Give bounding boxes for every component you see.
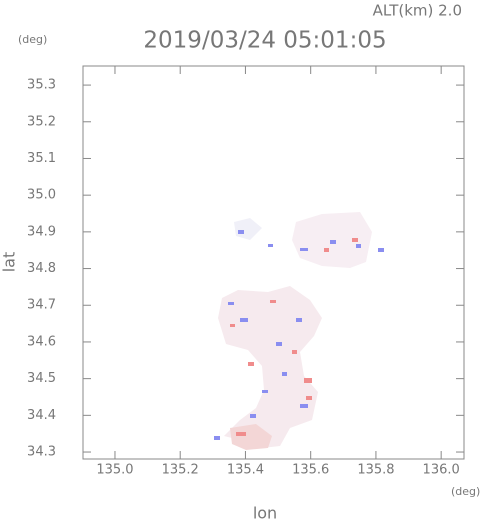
y-axis-label: lat — [0, 252, 19, 273]
echo-region — [218, 286, 322, 448]
x-tick-label: 136.0 — [423, 463, 460, 478]
y-tick-label: 34.5 — [27, 371, 56, 386]
y-tick-label: 34.8 — [27, 261, 56, 276]
y-tick-label: 34.4 — [27, 408, 56, 423]
y-tick-label: 35.0 — [27, 188, 56, 203]
y-tick-label: 34.3 — [27, 445, 56, 460]
echo-region — [234, 218, 262, 240]
x-axis-label: lon — [253, 504, 277, 522]
y-tick-label: 35.3 — [27, 78, 56, 93]
x-tick-label: 135.8 — [357, 463, 394, 478]
plot-frame — [82, 65, 465, 460]
y-tick-label: 34.7 — [27, 298, 56, 313]
altitude-label: ALT(km) 2.0 — [373, 2, 462, 20]
frame — [82, 65, 465, 460]
x-tick-label: 135.4 — [227, 463, 264, 478]
x-tick-label: 135.0 — [96, 463, 133, 478]
x-tick-label: 135.6 — [292, 463, 329, 478]
x-unit: (deg) — [451, 485, 480, 498]
echo-region — [230, 424, 272, 450]
y-tick-label: 35.1 — [27, 151, 56, 166]
y-unit: (deg) — [18, 33, 47, 46]
y-tick-label: 34.9 — [27, 224, 56, 239]
chart-title: 2019/03/24 05:01:05 — [143, 28, 386, 54]
y-tick-label: 34.6 — [27, 334, 56, 349]
echo-regions — [214, 212, 384, 450]
y-tick-label: 35.2 — [27, 114, 56, 129]
x-tick-label: 135.2 — [162, 463, 199, 478]
